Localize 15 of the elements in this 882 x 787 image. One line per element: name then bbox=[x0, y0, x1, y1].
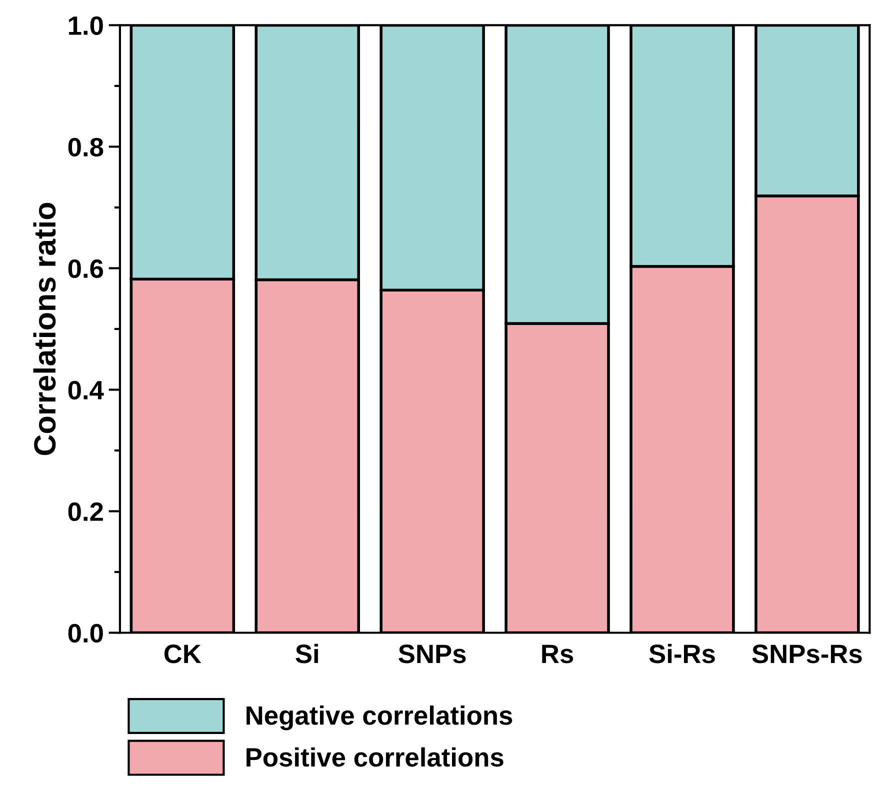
x-tick-label: SNPs-Rs bbox=[752, 644, 862, 664]
x-tick-label: Si bbox=[296, 644, 318, 664]
legend-label: Negative correlations bbox=[246, 706, 512, 730]
y-tick-label: 0.8 bbox=[68, 138, 104, 157]
y-tick-label: 0.0 bbox=[68, 624, 103, 643]
y-tick-label: 0.2 bbox=[68, 502, 103, 522]
y-axis-title: Correlations ratio bbox=[33, 202, 56, 456]
x-tick-label: SNPs bbox=[398, 644, 466, 664]
y-tick-label: 0.4 bbox=[68, 380, 104, 400]
x-tick-label: Si-Rs bbox=[649, 644, 715, 664]
y-tick-label: 1.0 bbox=[68, 16, 103, 36]
y-tick-label: 0.6 bbox=[68, 259, 104, 278]
x-tick-label: CK bbox=[164, 644, 202, 664]
legend-label: Positive correlations bbox=[246, 747, 504, 767]
x-tick-label: Rs bbox=[542, 644, 574, 664]
